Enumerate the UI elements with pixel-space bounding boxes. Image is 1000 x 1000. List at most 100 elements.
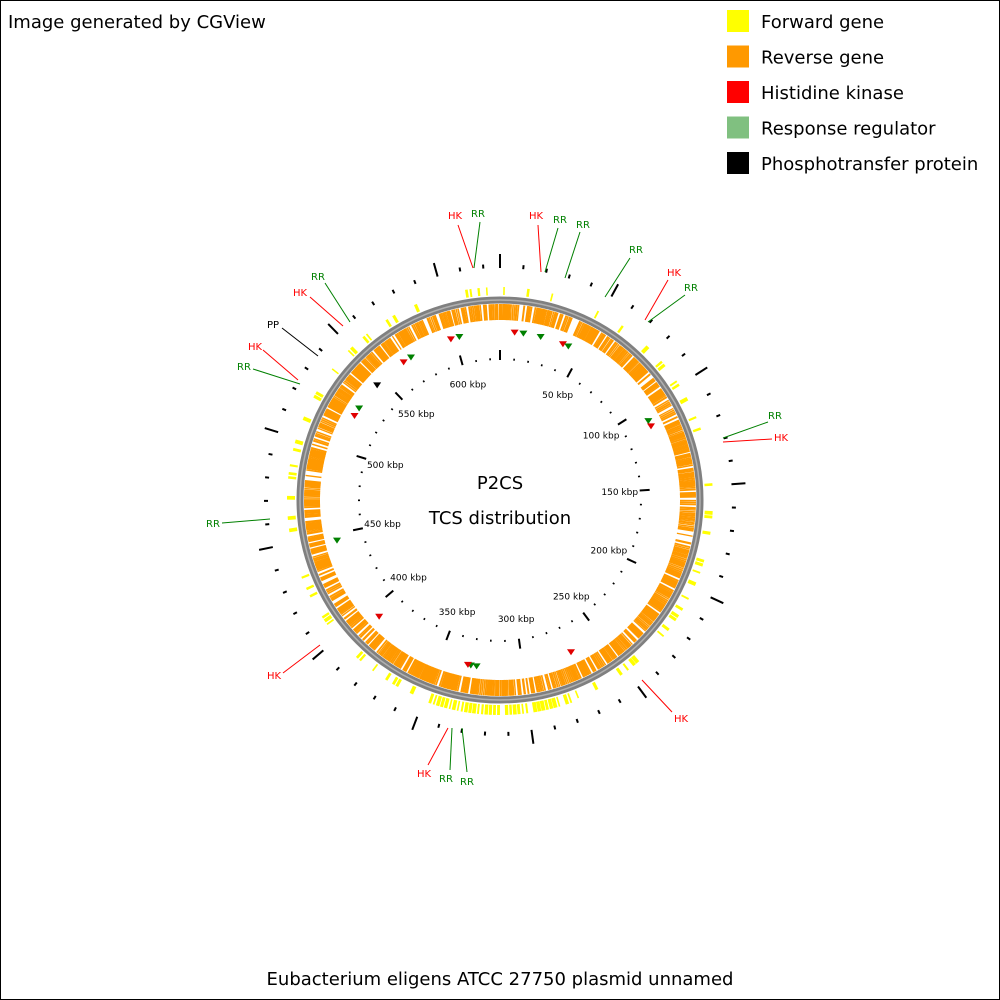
reverse-gene	[535, 676, 541, 693]
reverse-gene	[338, 387, 353, 399]
reverse-gene	[407, 326, 417, 342]
reverse-gene	[304, 480, 321, 484]
forward-gene	[692, 569, 701, 574]
feature-label: PP	[267, 320, 279, 331]
scale-tick	[630, 448, 633, 451]
reverse-gene	[307, 533, 324, 538]
forward-gene	[477, 287, 481, 297]
reverse-gene	[538, 308, 545, 325]
reverse-gene	[370, 634, 383, 649]
reverse-gene	[536, 308, 542, 325]
scale-tick	[445, 630, 451, 641]
outer-tick	[723, 436, 728, 440]
reverse-gene	[677, 469, 694, 474]
reverse-gene	[673, 449, 690, 456]
forward-gene	[464, 289, 469, 298]
reverse-gene	[560, 315, 568, 331]
reverse-gene	[314, 557, 331, 566]
reverse-gene	[528, 677, 534, 694]
feature-leader	[282, 644, 321, 674]
outer-tick	[281, 407, 287, 412]
reverse-gene	[308, 457, 325, 464]
reverse-gene	[674, 542, 691, 549]
reverse-gene	[464, 676, 469, 694]
reverse-gene	[650, 392, 666, 404]
forward-gene	[669, 380, 678, 387]
reverse-gene	[638, 613, 653, 625]
reverse-gene	[514, 304, 518, 321]
legend-label: Histidine kinase	[761, 83, 904, 104]
reverse-gene	[490, 679, 493, 696]
reverse-gene	[639, 611, 654, 624]
reverse-gene	[533, 676, 540, 693]
reverse-gene	[611, 639, 624, 654]
reverse-gene	[424, 665, 433, 682]
scale-tick	[422, 380, 425, 383]
reverse-gene	[664, 419, 680, 428]
reverse-gene	[433, 669, 441, 685]
forward-gene	[615, 667, 623, 676]
reverse-gene	[518, 678, 522, 695]
scale-tick	[545, 631, 548, 635]
reverse-gene	[336, 599, 352, 611]
reverse-gene	[665, 568, 682, 577]
forward-gene	[413, 303, 421, 313]
reverse-gene	[594, 332, 605, 348]
forward-gene	[372, 663, 379, 672]
reverse-gene	[339, 602, 354, 614]
reverse-gene	[306, 466, 323, 472]
reverse-gene	[611, 345, 623, 360]
forward-gene	[365, 333, 373, 341]
reverse-gene	[633, 619, 647, 632]
reverse-gene	[548, 672, 556, 689]
reverse-gene	[385, 645, 396, 660]
reverse-gene	[677, 525, 695, 530]
reverse-gene	[418, 321, 427, 337]
tcs-marker	[510, 329, 519, 336]
scale-tick	[375, 566, 378, 570]
reverse-gene	[420, 664, 430, 681]
reverse-gene	[313, 438, 330, 445]
reverse-gene	[630, 365, 644, 378]
reverse-gene	[327, 585, 343, 595]
reverse-gene	[563, 316, 571, 333]
reverse-gene	[671, 438, 687, 446]
outer-tick	[718, 574, 724, 579]
scale-tick	[639, 488, 650, 492]
tcs-marker	[519, 330, 528, 337]
reverse-gene	[386, 646, 398, 662]
feature-leader	[262, 349, 299, 381]
reverse-gene	[511, 304, 514, 321]
reverse-gene	[384, 341, 395, 355]
reverse-gene	[605, 341, 617, 356]
reverse-gene	[407, 658, 417, 674]
reverse-gene	[601, 338, 612, 353]
outer-tick	[716, 414, 721, 418]
reverse-gene	[572, 320, 582, 337]
feature-label: HK	[674, 714, 689, 725]
outer-tick	[681, 352, 686, 357]
reverse-gene	[648, 600, 663, 612]
legend-swatch	[727, 116, 749, 139]
reverse-gene	[555, 313, 562, 330]
reverse-gene	[628, 624, 642, 638]
reverse-gene	[484, 304, 488, 321]
reverse-gene	[330, 400, 346, 411]
reverse-gene	[309, 450, 326, 457]
reverse-gene	[602, 339, 615, 354]
reverse-gene	[334, 392, 350, 403]
reverse-gene	[308, 453, 326, 460]
reverse-gene	[543, 309, 550, 326]
reverse-gene	[666, 426, 683, 435]
reverse-gene	[545, 673, 552, 690]
reverse-gene	[668, 431, 685, 439]
reverse-gene	[326, 583, 342, 593]
reverse-gene	[452, 674, 459, 691]
scale-tick	[394, 391, 404, 401]
reverse-gene	[580, 324, 591, 341]
reverse-gene	[653, 591, 669, 602]
reverse-gene	[511, 679, 515, 696]
reverse-gene	[373, 348, 386, 363]
reverse-gene	[537, 675, 543, 692]
reverse-gene	[635, 370, 649, 383]
